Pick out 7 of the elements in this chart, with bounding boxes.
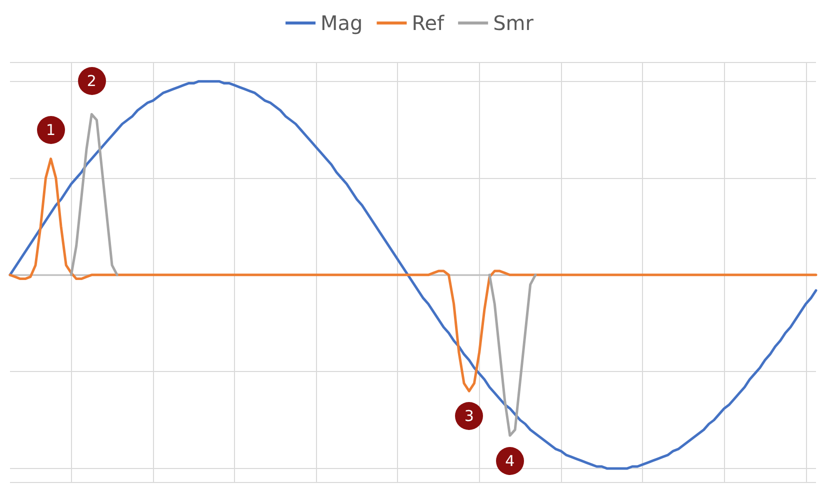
numbered-circle-icon: 1 xyxy=(36,116,65,144)
numbered-circle-icon: 2 xyxy=(78,67,106,96)
legend-label: Smr xyxy=(493,11,534,35)
legend-label: Mag xyxy=(320,11,363,35)
numbered-circle-icon: 4 xyxy=(496,446,524,475)
numbered-circle-icon: 3 xyxy=(455,402,484,430)
legend-label: Ref xyxy=(412,11,446,35)
